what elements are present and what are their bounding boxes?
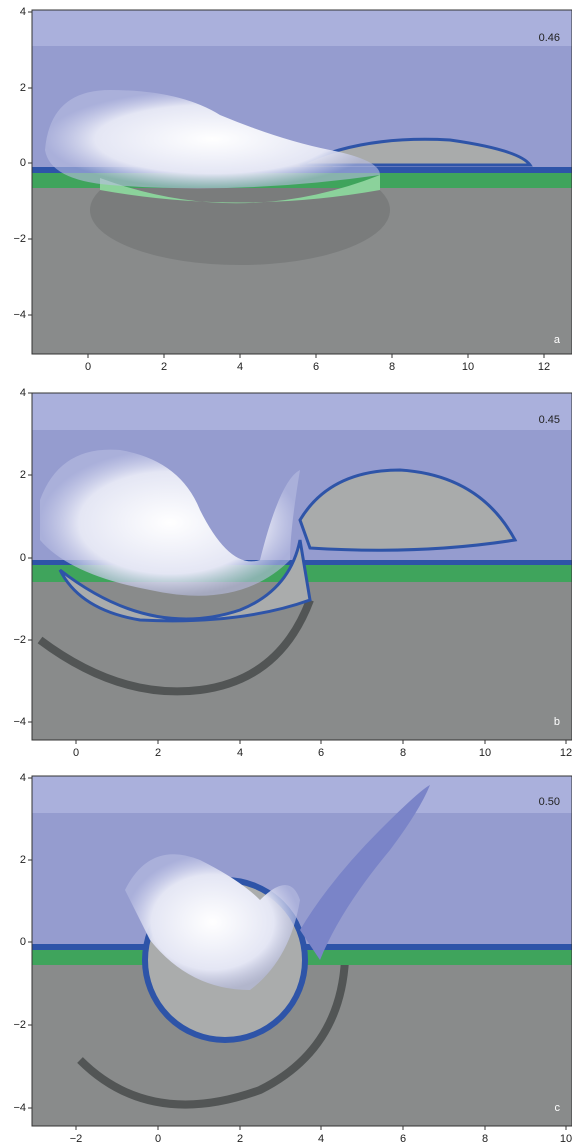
y-tick-label: −2	[13, 1019, 26, 1031]
x-tick-label: 0	[155, 1133, 161, 1145]
y-tick-label: −4	[13, 309, 26, 321]
y-tick-label: 4	[20, 6, 26, 18]
x-tick-label: 2	[161, 361, 167, 373]
x-tick-label: 10	[479, 747, 491, 759]
time-label: 0.46	[539, 32, 560, 44]
x-tick-label: 2	[237, 1133, 243, 1145]
x-tick-label: 8	[482, 1133, 488, 1145]
y-tick-label: 2	[20, 82, 26, 94]
figure: 4 2 0 −2 −4 0 2 4 6 8 10 12 0.46 a 4 2 0 −2 −4 0 2 4 6 8 10 12 0.4…	[0, 0, 572, 1146]
panel-letter: b	[554, 716, 560, 728]
panel-b-image	[32, 393, 572, 742]
y-tick-label: 4	[20, 772, 26, 784]
panel-letter: a	[554, 334, 561, 346]
x-tick-label: 0	[73, 747, 79, 759]
panel-c-image	[32, 776, 572, 1130]
y-tick-label: −4	[13, 1102, 26, 1114]
x-tick-label: 4	[237, 361, 243, 373]
x-tick-label: 6	[313, 361, 319, 373]
time-label: 0.50	[539, 796, 560, 808]
x-tick-label: 6	[318, 747, 324, 759]
y-tick-label: −4	[13, 716, 26, 728]
x-tick-label: 2	[155, 747, 161, 759]
x-tick-label: 8	[389, 361, 395, 373]
x-tick-label: 4	[237, 747, 243, 759]
x-tick-label: 12	[560, 747, 572, 759]
panel-letter: c	[555, 1102, 561, 1114]
y-tick-label: 2	[20, 469, 26, 481]
x-tick-label: 4	[318, 1133, 324, 1145]
y-tick-label: 0	[20, 552, 26, 564]
x-tick-label: 6	[400, 1133, 406, 1145]
y-tick-label: −2	[13, 233, 26, 245]
y-tick-label: −2	[13, 634, 26, 646]
y-tick-label: 4	[20, 387, 26, 399]
time-label: 0.45	[539, 414, 560, 426]
x-tick-label: 10	[560, 1133, 572, 1145]
y-tick-label: 0	[20, 936, 26, 948]
x-tick-label: 10	[462, 361, 474, 373]
y-tick-label: 0	[20, 157, 26, 169]
x-tick-label: 0	[85, 361, 91, 373]
x-tick-label: 8	[400, 747, 406, 759]
x-tick-label: 12	[538, 361, 550, 373]
x-tick-label: −2	[70, 1133, 83, 1145]
panel-a-image	[32, 10, 572, 358]
y-tick-label: 2	[20, 854, 26, 866]
